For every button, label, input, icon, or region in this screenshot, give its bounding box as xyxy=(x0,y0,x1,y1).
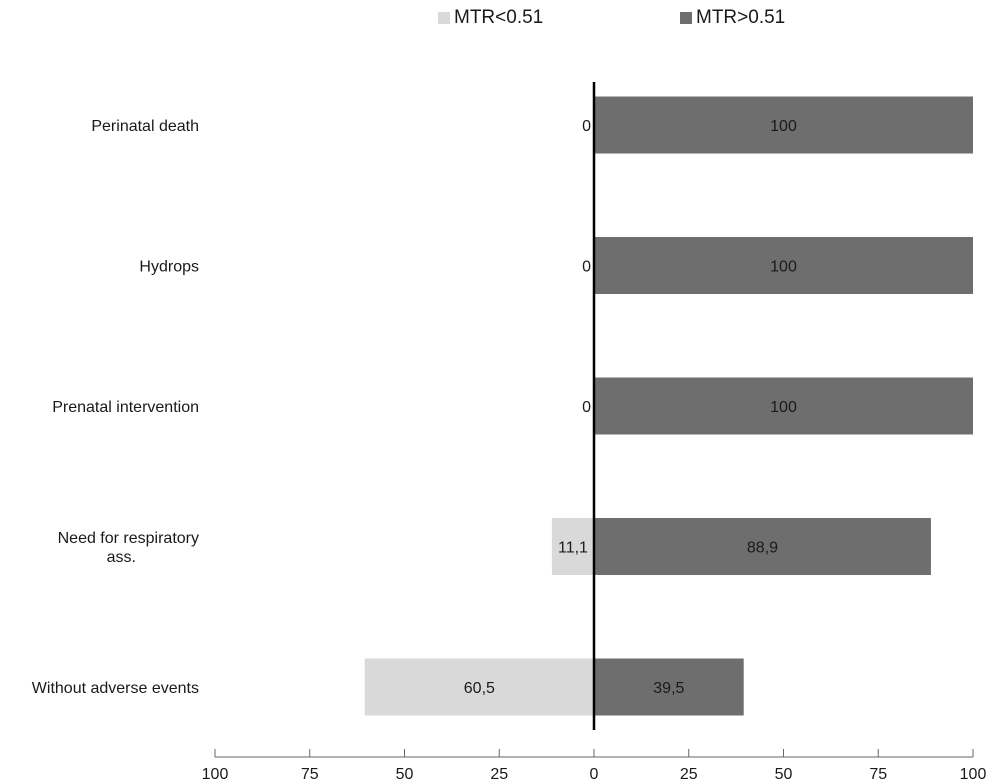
x-tick-label-6: 50 xyxy=(775,766,793,783)
bar-label-mtr-low-1: 0 xyxy=(582,259,591,276)
bar-label-mtr-low-2: 0 xyxy=(582,399,591,416)
x-tick-label-7: 75 xyxy=(869,766,887,783)
bar-label-mtr-high-3: 88,9 xyxy=(747,540,778,557)
bar-mtr-high-1 xyxy=(594,237,973,294)
bar-mtr-high-0 xyxy=(594,96,973,154)
category-label-1: Hydrops xyxy=(139,259,199,276)
x-tick-label-5: 25 xyxy=(680,766,698,783)
bar-mtr-low-3 xyxy=(551,518,594,575)
bar-label-mtr-high-1: 100 xyxy=(770,259,797,276)
category-label-0: Perinatal death xyxy=(91,118,199,135)
category-label-2: Prenatal intervention xyxy=(52,399,199,416)
x-tick-label-0: 100 xyxy=(202,766,229,783)
bar-mtr-high-3 xyxy=(594,518,931,575)
legend-label-mtr-low: MTR<0.51 xyxy=(454,7,544,28)
category-label-3-line-0: Need for respiratory xyxy=(58,530,199,547)
bar-label-mtr-high-0: 100 xyxy=(770,118,797,135)
legend-item-mtr-high: MTR>0.51 xyxy=(680,7,785,29)
bar-mtr-high-2 xyxy=(594,377,973,435)
bar-label-mtr-high-2: 100 xyxy=(770,399,797,416)
x-tick-label-4: 0 xyxy=(590,766,599,783)
legend-swatch-mtr-low xyxy=(438,12,450,24)
x-tick-label-1: 75 xyxy=(301,766,319,783)
bar-mtr-low-4 xyxy=(364,658,594,716)
bar-mtr-high-4 xyxy=(594,658,744,716)
x-tick-label-2: 50 xyxy=(396,766,414,783)
category-label-3-line-1: ass. xyxy=(107,549,136,566)
bar-label-mtr-low-3: 11,1 xyxy=(558,540,588,557)
x-tick-label-8: 100 xyxy=(960,766,987,783)
legend-swatch-mtr-high xyxy=(680,12,692,24)
x-tick-label-3: 25 xyxy=(490,766,508,783)
bar-label-mtr-low-4: 60,5 xyxy=(464,680,495,697)
legend-item-mtr-low: MTR<0.51 xyxy=(438,7,543,29)
legend-label-mtr-high: MTR>0.51 xyxy=(696,7,786,28)
bar-label-mtr-low-0: 0 xyxy=(582,118,591,135)
bar-label-mtr-high-4: 39,5 xyxy=(653,680,684,697)
category-label-4: Without adverse events xyxy=(32,680,199,697)
